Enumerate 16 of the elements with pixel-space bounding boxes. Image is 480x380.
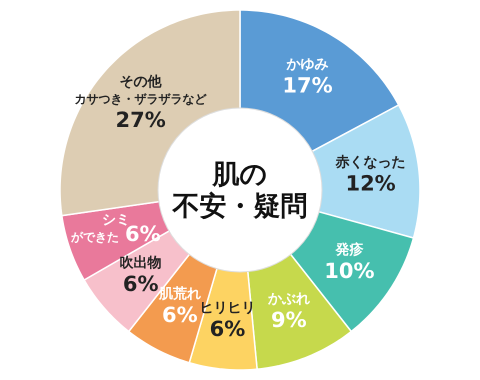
- data-label: 6%: [210, 316, 246, 341]
- data-label: 9%: [271, 308, 307, 332]
- slice-label: 赤くなった: [334, 154, 406, 170]
- slice-label: その他カサつき・ザラザラなど: [74, 74, 208, 106]
- data-label: 10%: [324, 258, 375, 283]
- slice-label: かゆみ: [285, 56, 328, 72]
- data-label: 6%: [122, 272, 159, 296]
- data-label: 17%: [282, 73, 333, 98]
- slice-label: 吹出物: [120, 255, 162, 272]
- text: 肌の不安・疑問: [172, 159, 308, 222]
- data-label: 27%: [116, 108, 166, 132]
- data-label: 6%: [162, 302, 198, 327]
- slice-label: 発疹: [334, 240, 364, 258]
- slice-label: かぶれ: [266, 290, 310, 307]
- slice-label: 肌荒れ: [158, 286, 201, 302]
- data-label: 12%: [345, 171, 396, 196]
